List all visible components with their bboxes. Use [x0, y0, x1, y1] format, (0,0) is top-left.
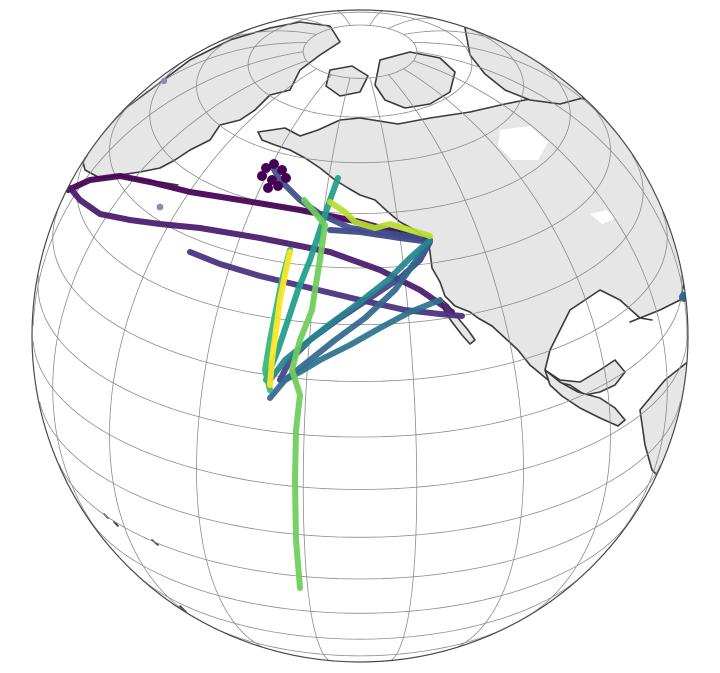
- marker-point: [157, 204, 164, 211]
- marker-point: [679, 292, 689, 302]
- marker-point: [161, 78, 167, 84]
- track-cluster-point: [263, 183, 273, 193]
- track-cluster-point: [269, 159, 279, 169]
- track-cluster-point: [281, 173, 291, 183]
- track-cluster-point: [273, 181, 283, 191]
- track-cluster-point: [257, 171, 267, 181]
